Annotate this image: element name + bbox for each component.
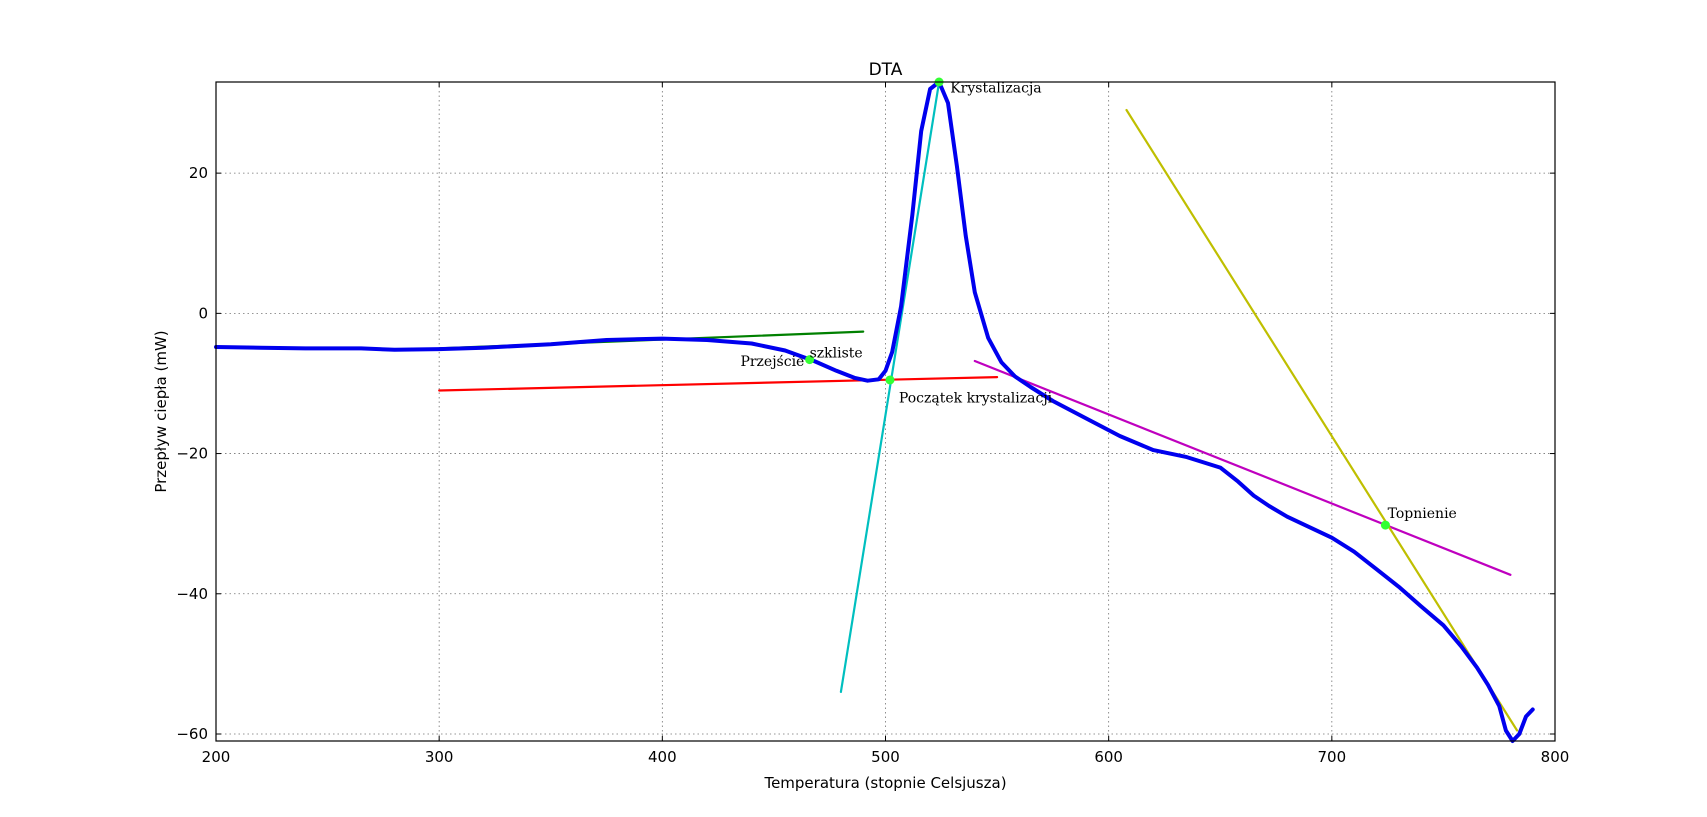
- x-tick-label: 400: [648, 748, 677, 766]
- key-point-marker: [805, 355, 815, 365]
- key-point-marker: [1380, 520, 1390, 530]
- tangent-line: [438, 376, 999, 392]
- dta-curve: [214, 80, 1535, 743]
- x-tick-label: 500: [871, 748, 900, 766]
- x-tick-label: 300: [425, 748, 454, 766]
- x-tick-label: 700: [1318, 748, 1347, 766]
- axis-ticks: 200 300 400 500 600 700 800 −60 −40 −20 0 20: [176, 82, 1569, 766]
- x-tick-label: 200: [202, 748, 231, 766]
- tangent-line: [1125, 108, 1519, 732]
- annotation-label: Krystalizacja: [950, 81, 1041, 97]
- y-tick-label: 20: [189, 164, 208, 182]
- tangent-line: [973, 359, 1512, 576]
- x-axis-label: Temperatura (stopnie Celsjusza): [763, 774, 1006, 792]
- key-point-markers: [805, 77, 1390, 530]
- annotation-label: Topnienie: [1388, 506, 1457, 522]
- annotation-label: Przejście: [740, 354, 804, 370]
- annotations: Krystalizacja szkliste Przejście Początek k…: [740, 81, 1456, 523]
- annotation-label: Początek krystalizacji: [899, 390, 1053, 406]
- y-tick-label: 0: [198, 304, 208, 322]
- y-tick-label: −60: [176, 725, 208, 743]
- chart-title: DTA: [869, 60, 903, 80]
- annotation-label: szkliste: [810, 346, 863, 362]
- y-axis-label: Przepływ ciepła (mW): [152, 330, 170, 492]
- tangent-line: [839, 80, 941, 694]
- y-tick-label: −40: [176, 585, 208, 603]
- x-tick-label: 600: [1094, 748, 1123, 766]
- x-tick-label: 800: [1541, 748, 1570, 766]
- plot-series: [214, 80, 1535, 743]
- y-tick-label: −20: [176, 445, 208, 463]
- key-point-marker: [885, 375, 895, 385]
